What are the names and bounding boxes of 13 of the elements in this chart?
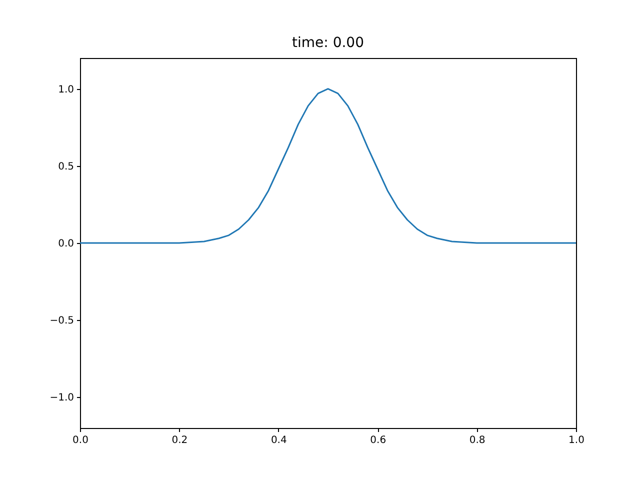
y-tick-label: 1.0 [58, 84, 74, 96]
x-tick-label: 0.6 [370, 435, 386, 446]
chart-title: time: 0.00 [292, 35, 364, 51]
y-tick-label: −1.0 [50, 392, 74, 404]
y-tick-label: −0.5 [50, 316, 74, 327]
x-tick-label: 1.0 [568, 435, 584, 446]
y-tick-label: 0.5 [58, 161, 74, 172]
y-tick-label: 0.0 [58, 238, 74, 250]
x-tick-label: 0.4 [270, 435, 287, 446]
x-tick-label: 0.8 [469, 435, 486, 446]
x-tick-label: 0.2 [172, 435, 188, 446]
line-series [79, 88, 577, 244]
x-tick-label: 0.0 [72, 435, 88, 446]
